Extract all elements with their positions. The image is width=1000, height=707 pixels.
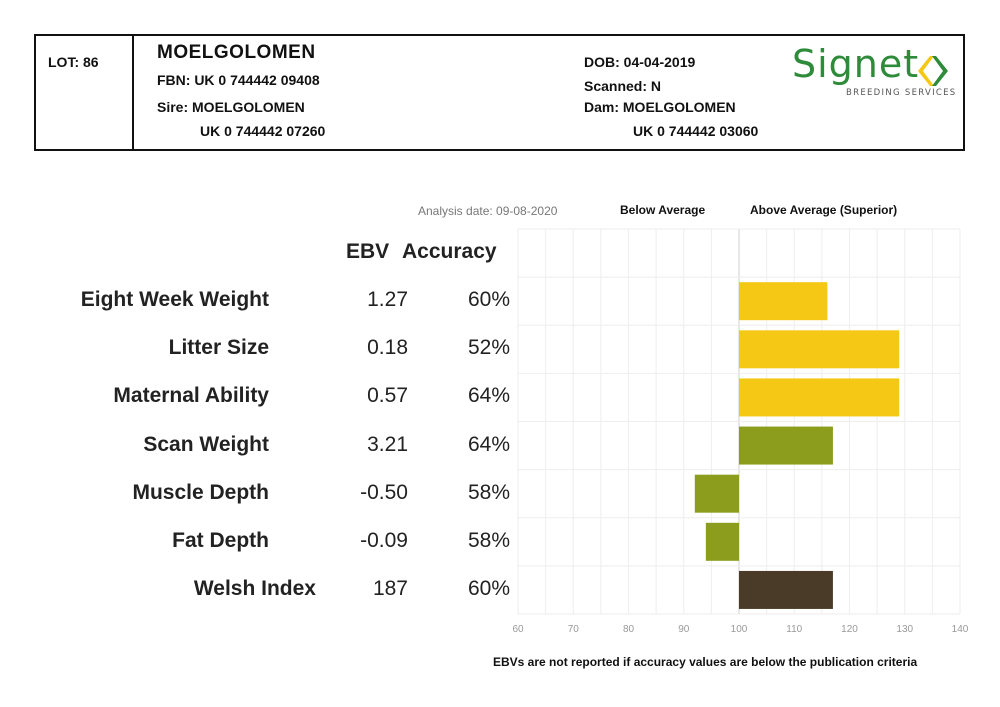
bar-maternal-ability	[739, 378, 900, 417]
x-tick-label: 140	[952, 624, 969, 635]
x-tick-label: 130	[896, 624, 913, 635]
trait-accuracy: 64%	[467, 384, 510, 408]
trait-accuracy: 52%	[467, 336, 510, 360]
trait-ebv: -0.09	[360, 528, 408, 552]
x-tick-label: 110	[786, 624, 802, 635]
trait-accuracy: 60%	[467, 576, 510, 600]
x-tick-label: 100	[731, 624, 748, 635]
logo-subtitle: BREEDING SERVICES	[846, 88, 957, 98]
trait-name: Maternal Ability	[113, 384, 269, 408]
below-average-label: Below Average	[620, 203, 706, 217]
trait-ebv: 0.18	[367, 336, 408, 360]
bar-muscle-depth	[694, 474, 739, 513]
x-tick-label: 120	[841, 624, 858, 635]
lot-cell: LOT: 86	[36, 36, 134, 149]
x-tick-label: 60	[512, 624, 524, 635]
trait-ebv: 187	[372, 576, 408, 600]
trait-name: Litter Size	[168, 336, 269, 360]
accuracy-header: Accuracy	[402, 240, 497, 263]
trait-name: Welsh Index	[193, 576, 316, 600]
trait-ebv: 3.21	[367, 432, 408, 456]
trait-accuracy: 60%	[467, 288, 510, 312]
trait-ebv: -0.50	[360, 480, 408, 504]
x-tick-label: 70	[568, 624, 580, 635]
bar-eight-week-weight	[739, 282, 828, 321]
trait-name: Eight Week Weight	[80, 288, 269, 312]
trait-ebv: 0.57	[367, 384, 408, 408]
trait-name: Scan Weight	[143, 432, 269, 456]
trait-accuracy: 58%	[467, 528, 510, 552]
above-average-label: Above Average (Superior)	[750, 203, 898, 217]
x-tick-label: 90	[678, 624, 690, 635]
bar-fat-depth	[705, 522, 739, 561]
x-tick-label: 80	[623, 624, 635, 635]
trait-name: Fat Depth	[172, 528, 269, 552]
lot-number: LOT: 86	[48, 54, 99, 70]
dam-id: UK 0 744442 03060	[633, 123, 759, 139]
animal-name: MOELGOLOMEN	[157, 42, 316, 63]
sire-label: Sire: MOELGOLOMEN	[157, 99, 305, 115]
bar-welsh-index	[739, 570, 833, 609]
scanned: Scanned: N	[584, 78, 662, 94]
trait-ebv: 1.27	[367, 288, 408, 312]
trait-accuracy: 58%	[467, 480, 510, 504]
sire-id: UK 0 744442 07260	[200, 123, 326, 139]
fbn: FBN: UK 0 744442 09408	[157, 72, 320, 88]
animal-header: LOT: 86 MOELGOLOMEN FBN: UK 0 744442 094…	[34, 34, 965, 151]
trait-accuracy: 64%	[467, 432, 510, 456]
ebv-header: EBV	[346, 240, 390, 263]
dam-label: Dam: MOELGOLOMEN	[584, 99, 736, 115]
bar-litter-size	[739, 330, 900, 369]
logo-word: Signet	[792, 42, 920, 86]
footnote: EBVs are not reported if accuracy values…	[493, 655, 918, 669]
trait-name: Muscle Depth	[132, 480, 269, 504]
analysis-date: Analysis date: 09-08-2020	[418, 204, 558, 218]
logo-chevrons-icon	[918, 56, 948, 86]
dob: DOB: 04-04-2019	[584, 54, 696, 70]
bar-scan-weight	[739, 426, 833, 465]
signet-logo: Signet BREEDING SERVICES	[788, 42, 958, 104]
